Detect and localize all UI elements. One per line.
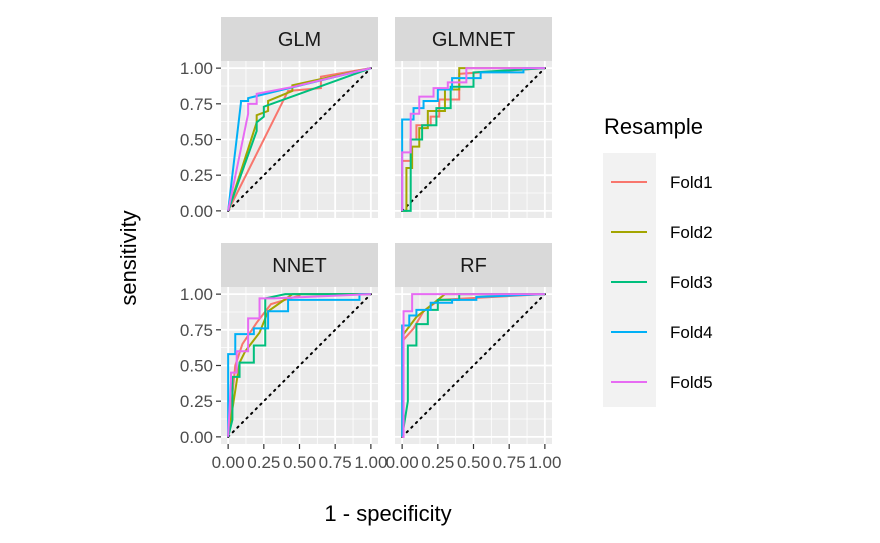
roc-line-glmnet-fold4 <box>401 67 545 211</box>
strip-background <box>395 243 552 287</box>
strip-background <box>221 243 378 287</box>
y-tick-label: 0.00 <box>180 202 213 221</box>
reference-diagonal <box>227 293 372 438</box>
y-tick-label: 1.00 <box>180 59 213 78</box>
reference-diagonal <box>401 293 546 438</box>
roc-line-rf-fold4 <box>401 293 545 437</box>
y-tick-label: 0.25 <box>180 392 213 411</box>
legend-label-fold1: Fold1 <box>670 173 713 192</box>
legend-title: Resample <box>604 114 703 139</box>
roc-line-rf-fold5 <box>402 293 545 438</box>
y-axis-title: sensitivity <box>116 210 141 305</box>
legend-label-fold3: Fold3 <box>670 273 713 292</box>
roc-line-glmnet-fold2 <box>402 67 545 212</box>
x-tick-label: 0.25 <box>421 453 454 472</box>
reference-diagonal <box>401 67 546 212</box>
roc-line-glmnet-fold5 <box>401 67 545 211</box>
roc-line-glm-fold4 <box>227 67 372 211</box>
legend-key-background <box>603 153 656 407</box>
y-tick-label: 0.50 <box>180 131 213 150</box>
axis-layer: 0.000.250.500.751.000.000.250.500.751.00… <box>180 59 562 472</box>
x-tick-label: 0.00 <box>386 453 419 472</box>
y-tick-label: 0.00 <box>180 428 213 447</box>
legend-label-fold4: Fold4 <box>670 323 713 342</box>
panel-glm: GLM <box>221 17 378 218</box>
roc-line-glm-fold3 <box>227 67 372 212</box>
y-tick-label: 0.75 <box>180 95 213 114</box>
x-tick-label: 0.00 <box>212 453 245 472</box>
panel-title: NNET <box>272 255 326 277</box>
y-tick-label: 0.25 <box>180 166 213 185</box>
legend: Resample Fold1 Fold2 Fold3 Fold4 Fold5 <box>603 114 713 407</box>
x-axis-title: 1 - specificity <box>324 501 451 526</box>
roc-line-nnet-fold4 <box>227 293 371 437</box>
roc-line-nnet-fold3 <box>227 293 371 438</box>
legend-label-fold5: Fold5 <box>670 373 713 392</box>
x-tick-label: 1.00 <box>528 453 561 472</box>
panel-rf: RF <box>395 243 552 444</box>
panel-title: GLM <box>278 29 321 51</box>
roc-line-nnet-fold5 <box>227 293 371 437</box>
x-tick-label: 0.75 <box>493 453 526 472</box>
panels-layer: GLM GLMNET NNET RF <box>221 17 552 444</box>
legend-label-fold2: Fold2 <box>670 223 713 242</box>
reference-diagonal <box>227 67 372 212</box>
roc-line-glm-fold1 <box>227 67 372 212</box>
x-tick-label: 0.50 <box>283 453 316 472</box>
y-tick-label: 1.00 <box>180 285 213 304</box>
y-tick-label: 0.75 <box>180 321 213 340</box>
y-tick-label: 0.50 <box>180 357 213 376</box>
panel-title: RF <box>460 255 487 277</box>
panel-nnet: NNET <box>221 243 378 444</box>
strip-background <box>221 17 378 61</box>
x-tick-label: 0.50 <box>457 453 490 472</box>
panel-glmnet: GLMNET <box>395 17 552 218</box>
x-tick-label: 0.75 <box>319 453 352 472</box>
x-tick-label: 1.00 <box>354 453 387 472</box>
strip-background <box>395 17 552 61</box>
panel-title: GLMNET <box>432 29 515 51</box>
x-tick-label: 0.25 <box>247 453 280 472</box>
roc-line-glm-fold5 <box>227 67 372 212</box>
